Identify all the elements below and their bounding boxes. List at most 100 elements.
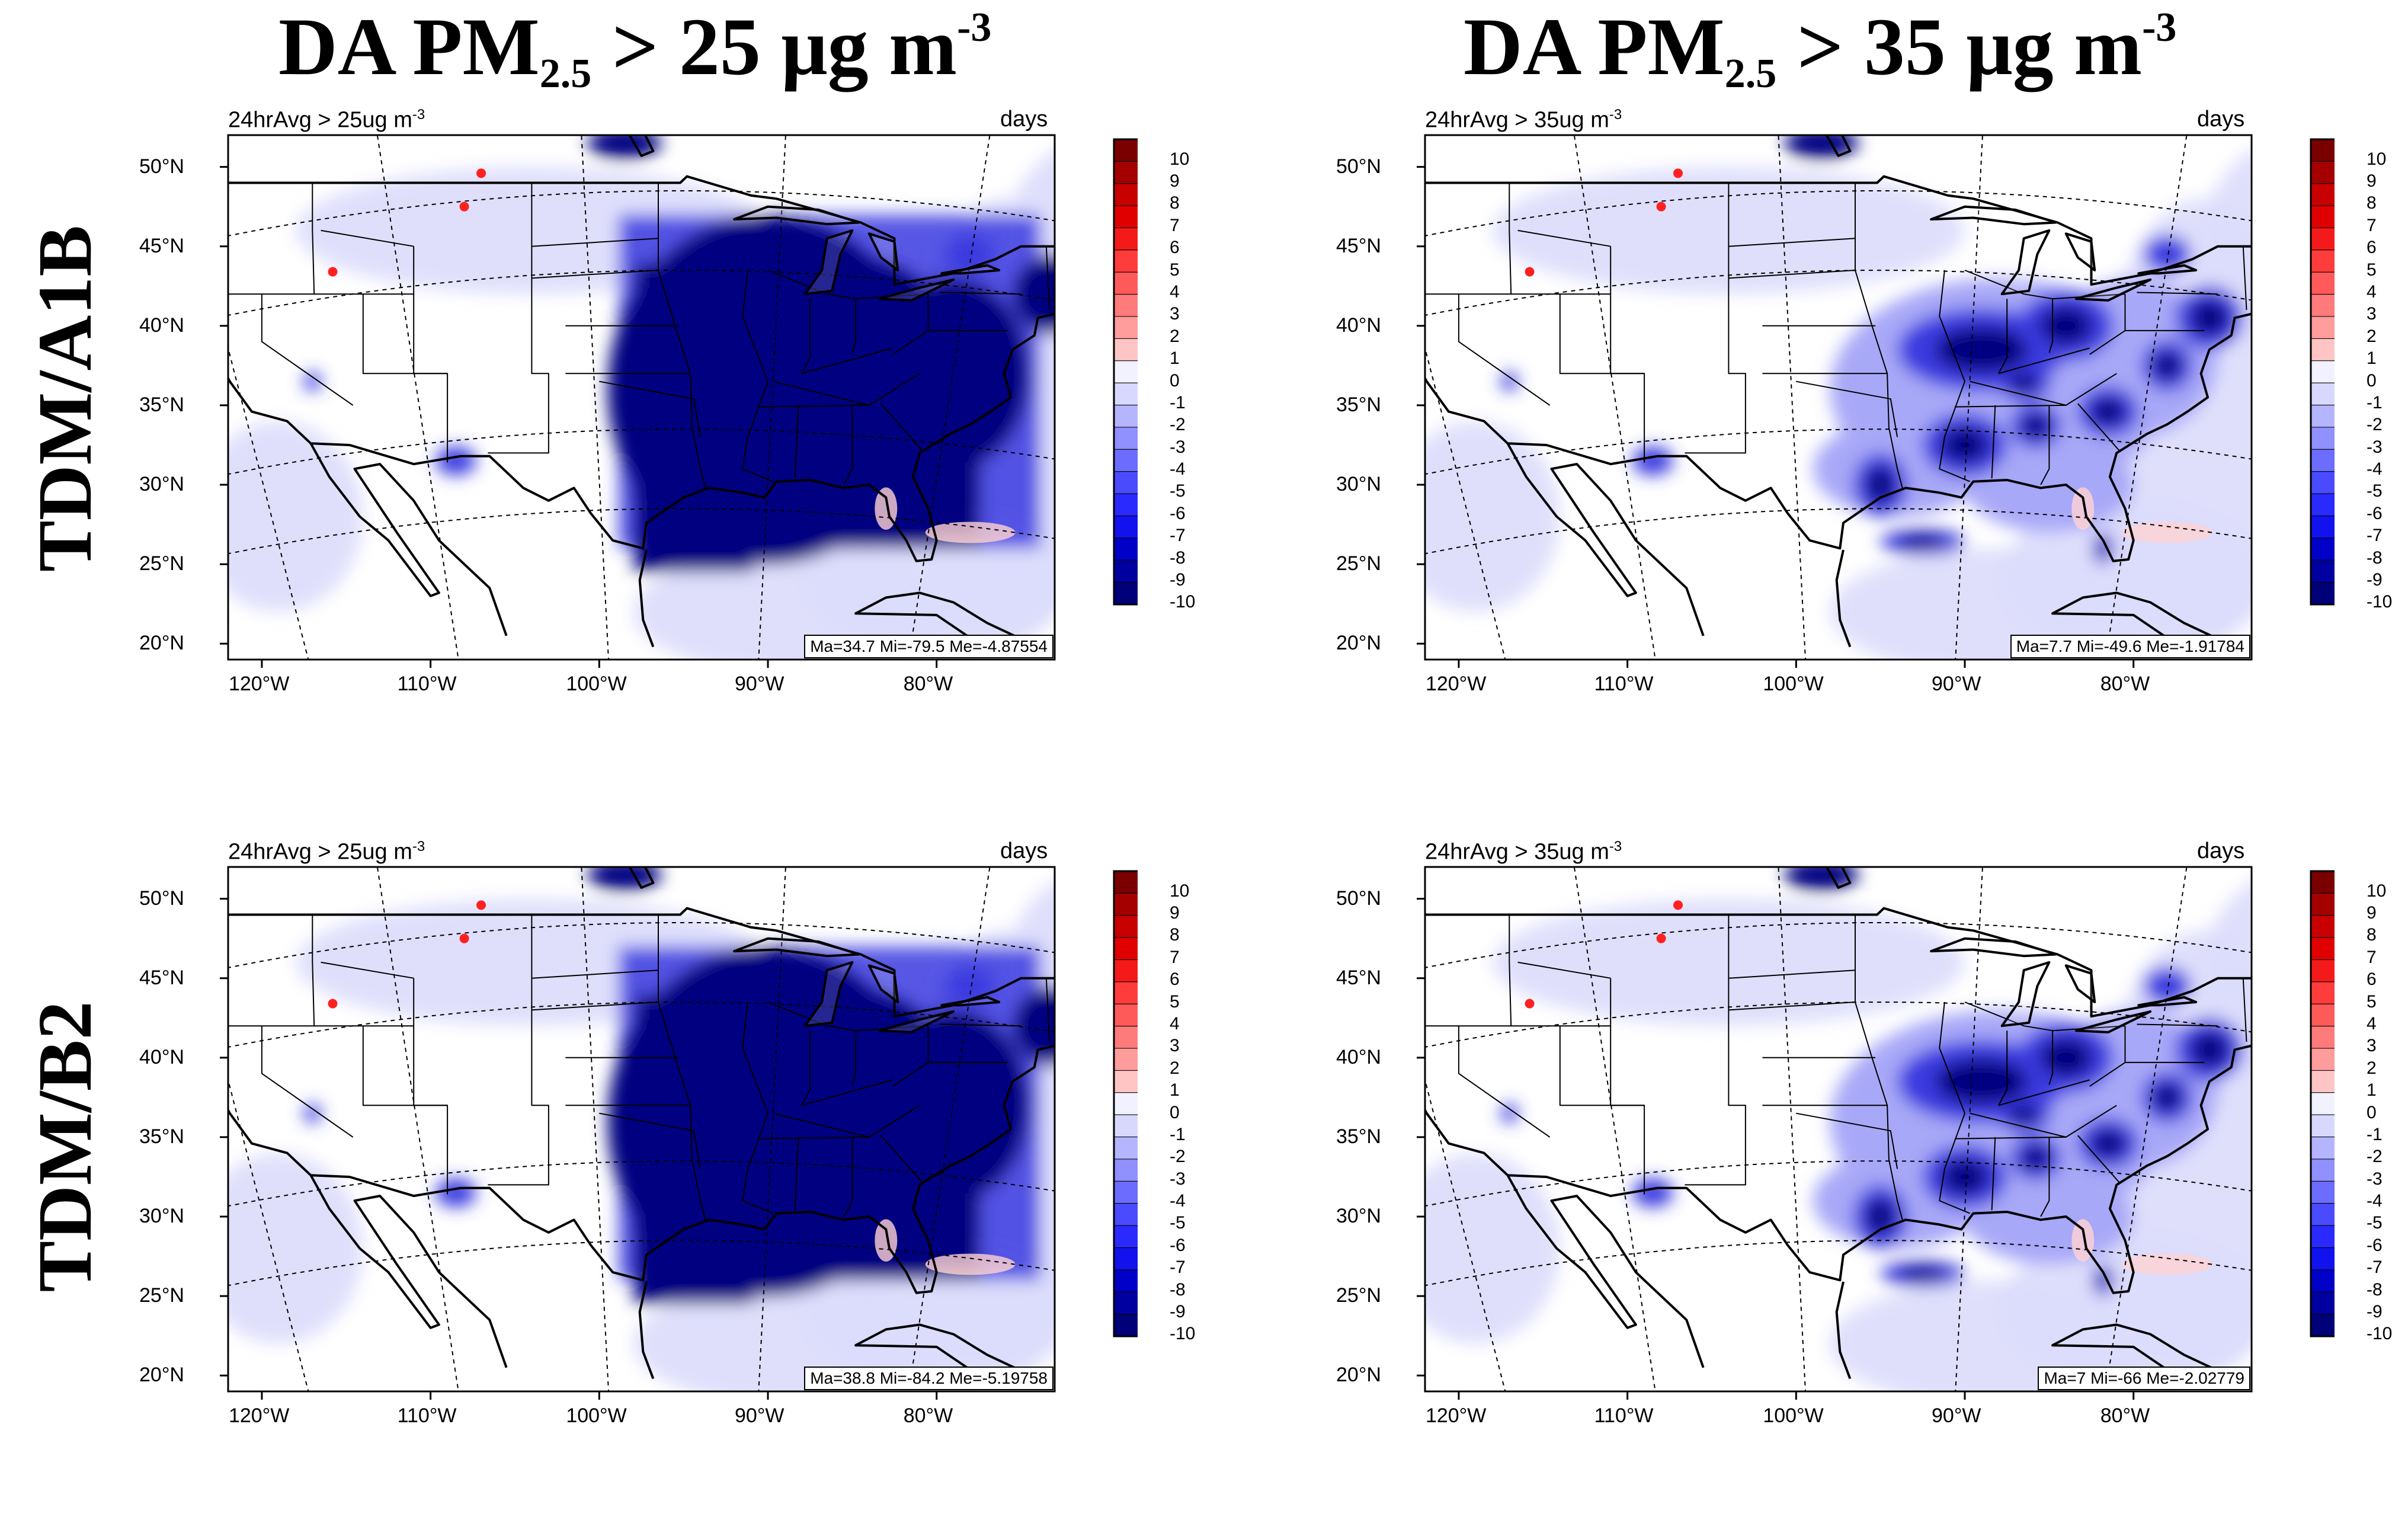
state-boundary xyxy=(1939,1001,1970,1214)
x-tick-label: 110°W xyxy=(1594,673,1654,695)
x-tick-label: 90°W xyxy=(1932,1404,1981,1427)
field-strong xyxy=(1012,254,1055,334)
colorbar-label: 4 xyxy=(1170,1013,1180,1033)
field-strong xyxy=(2009,373,2039,393)
great-lake xyxy=(2137,264,2198,275)
colorbar-swatch xyxy=(1113,582,1138,605)
colorbar-swatch xyxy=(2310,294,2335,317)
x-tick-label: 80°W xyxy=(2100,673,2150,695)
x-tick-label: 110°W xyxy=(397,673,457,695)
colorbar-swatch xyxy=(2310,249,2335,273)
parallel-line xyxy=(1425,270,2252,316)
us-outline xyxy=(1425,175,2252,562)
y-tick-label: 30°N xyxy=(1336,473,1381,495)
colorbar-label: 1 xyxy=(2367,348,2377,369)
colorbar-swatch xyxy=(1113,405,1138,428)
y-tick-label: 50°N xyxy=(1336,887,1381,910)
field-spot xyxy=(436,446,476,475)
colorbar-label: 6 xyxy=(1170,969,1180,990)
field-strong xyxy=(2191,1032,2228,1067)
meridian-line xyxy=(1778,135,1807,660)
y-tick-label: 40°N xyxy=(1336,313,1381,337)
field-strong xyxy=(2153,1083,2182,1112)
great-lake xyxy=(867,232,899,271)
meridian-line xyxy=(376,867,459,1391)
colorbar-swatch xyxy=(2310,161,2335,184)
colorbar-frame xyxy=(2310,138,2335,606)
colorbar-label: -4 xyxy=(2367,459,2383,479)
meridian-line xyxy=(908,135,991,660)
map-svg xyxy=(220,866,1138,1400)
panel-title-left: 24hrAvg > 35ug m-3 xyxy=(1425,839,1622,865)
parallel-line xyxy=(228,922,1055,968)
colorbar-swatch xyxy=(1113,959,1138,983)
meridian-line xyxy=(2105,867,2188,1391)
stats-box: Ma=38.8 Mi=-84.2 Me=-5.19758 xyxy=(804,1367,1054,1390)
field-spot xyxy=(1784,867,1859,891)
colorbar-swatch xyxy=(1113,205,1138,229)
field-strong xyxy=(2091,1129,2125,1158)
parallel-line xyxy=(1425,922,2252,968)
col-title-prefix: DA PM xyxy=(1464,1,1725,92)
map-panel-a1b-25: 50°N 45°N 40°N 35°N 30°N 25°N 20°N 120°W 110°W 10… xyxy=(0,89,1195,788)
colorbar-label: 5 xyxy=(2367,991,2377,1012)
colorbar-label: 9 xyxy=(2367,903,2377,923)
colorbar-label: 8 xyxy=(1170,925,1180,945)
colorbar-swatch xyxy=(1113,183,1138,206)
col-title-sub: 2.5 xyxy=(1724,51,1777,97)
great-lake xyxy=(2074,1010,2152,1033)
colorbar-frame xyxy=(1113,138,1138,606)
state-boundary xyxy=(362,1026,448,1106)
field-strong xyxy=(2153,351,2182,380)
state-boundary xyxy=(1509,914,1512,1026)
colorbar-label: 0 xyxy=(1170,370,1180,391)
colorbar-swatch xyxy=(1113,1247,1138,1271)
state-boundary xyxy=(801,347,893,375)
state-boundary xyxy=(1458,294,1551,406)
field-pale xyxy=(228,1153,363,1344)
state-boundary xyxy=(321,229,414,247)
colorbar xyxy=(2310,138,2335,606)
state-boundary xyxy=(531,238,659,247)
state-boundary xyxy=(2077,1135,2121,1184)
colorbar-label: -7 xyxy=(2367,1257,2383,1278)
colorbar-label: -10 xyxy=(1170,1324,1196,1344)
state-boundary xyxy=(1796,1112,1898,1169)
colorbar-label: 10 xyxy=(1170,149,1190,169)
colorbar-swatch xyxy=(2310,559,2335,583)
colorbar-label: -4 xyxy=(1170,1191,1186,1211)
colorbar-swatch xyxy=(2310,1114,2335,1138)
colorbar-label: 3 xyxy=(2367,1036,2377,1056)
state-boundary xyxy=(488,914,549,1186)
colorbar-swatch xyxy=(2310,139,2335,162)
state-boundary xyxy=(2242,246,2247,311)
map-svg xyxy=(1417,134,2335,668)
field-red-spot xyxy=(328,267,338,277)
state-boundary xyxy=(312,914,315,1026)
stats-box: Ma=7 Mi=-66 Me=-2.02779 xyxy=(2038,1367,2250,1390)
great-lake xyxy=(733,937,860,958)
x-tick-label: 100°W xyxy=(566,673,627,695)
colorbar-swatch xyxy=(2310,228,2335,251)
colorbar-swatch xyxy=(2310,1092,2335,1115)
colorbar-label: -4 xyxy=(1170,459,1186,479)
field-pink xyxy=(925,521,1016,543)
field-red-spot xyxy=(1673,900,1683,910)
colorbar-label: 5 xyxy=(1170,260,1180,280)
colorbar-swatch xyxy=(2310,1070,2335,1093)
state-boundary xyxy=(1991,1137,1996,1211)
colorbar-label: -3 xyxy=(2367,437,2383,457)
x-tick-label: 120°W xyxy=(1425,1404,1487,1427)
x-tick-label: 120°W xyxy=(1425,673,1487,695)
colorbar-label: 0 xyxy=(2367,1102,2377,1122)
coastline xyxy=(1835,549,1852,648)
state-boundary xyxy=(658,914,706,1220)
state-boundary xyxy=(531,1001,659,1011)
state-boundary xyxy=(742,1001,773,1214)
parallel-line xyxy=(228,508,1055,555)
parallel-line xyxy=(1425,428,2252,475)
colorbar-label: -10 xyxy=(1170,592,1196,612)
field-strong xyxy=(634,995,753,1304)
state-boundary xyxy=(1855,183,1903,488)
field-strong xyxy=(2039,306,2092,345)
